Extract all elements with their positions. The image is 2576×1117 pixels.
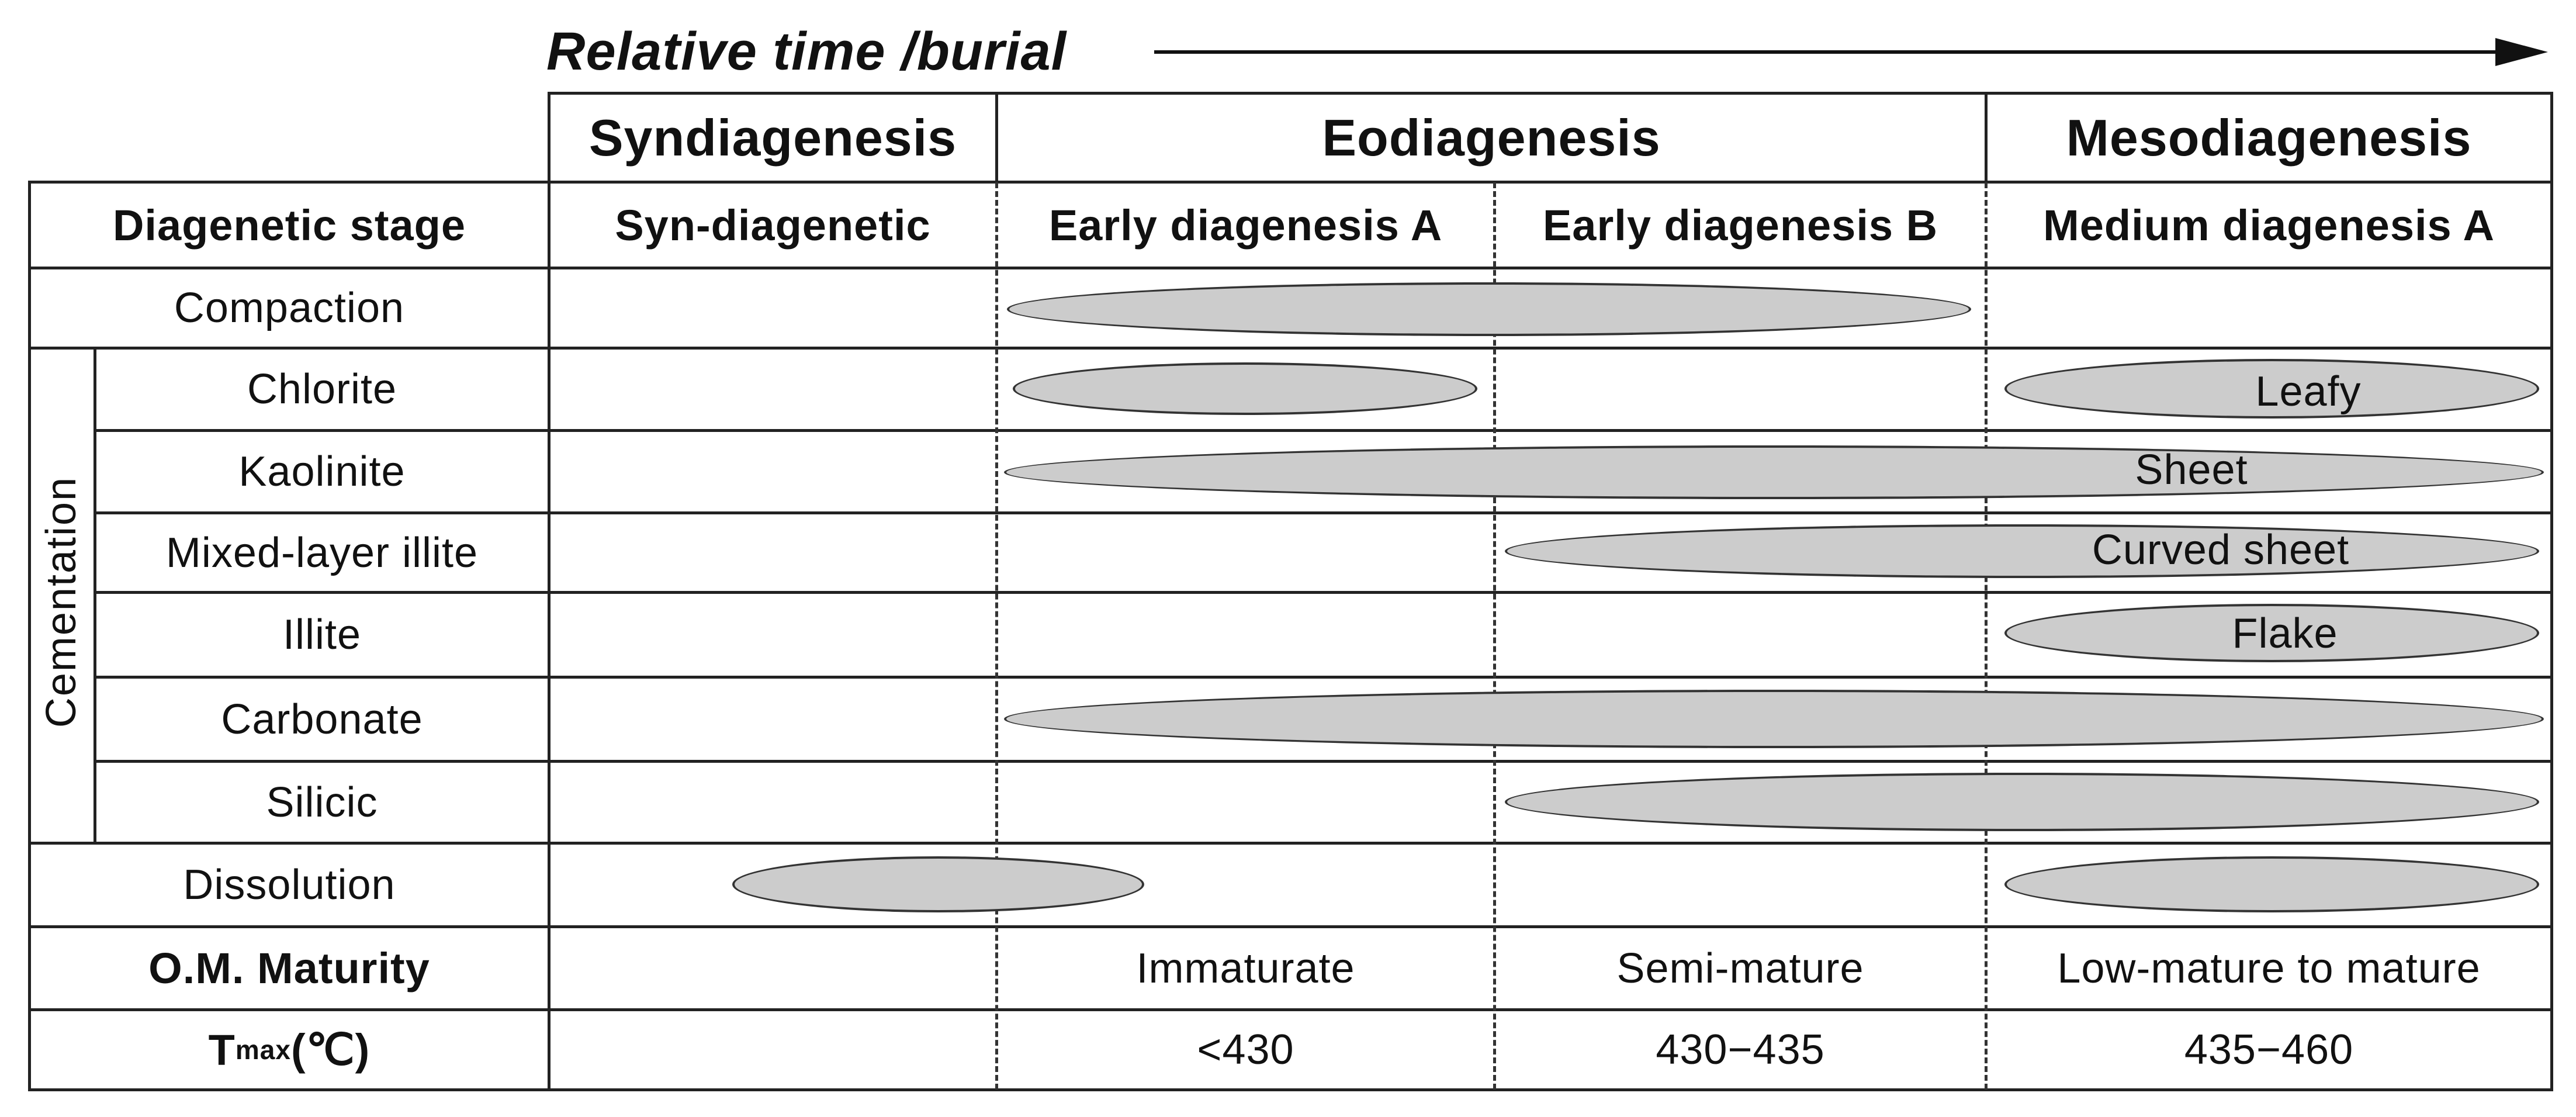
illite-range [2004,604,2539,662]
chlorite-range-early [1013,362,1477,415]
tmax-unit: (℃) [290,1025,371,1074]
row-label-kaolinite: Kaolinite [238,448,406,495]
dissolution-range-meso [2004,856,2539,912]
row-label-compaction: Compaction [174,285,405,331]
row-label-dissolution: Dissolution [183,862,396,908]
time-axis-title: Relative time /burial [546,22,1067,81]
stage-divider [995,182,998,1090]
row-label-chlorite: Chlorite [247,366,397,413]
row-label-silicic: Silicic [266,779,378,826]
maturity-early-b: Semi-mature [1616,945,1864,992]
silicic-range [1505,773,2539,831]
table-right-line [2550,92,2553,1091]
tmax-subscript: max [235,1035,291,1065]
mixed-illite-curved-label: Curved sheet [2092,527,2350,573]
phase-syndiagenesis: Syndiagenesis [588,108,957,167]
diagenetic-stage-label: Diagenetic stage [112,200,466,250]
row-line [28,347,2553,350]
time-arrow-head [2495,38,2548,66]
table-top-line [28,181,2553,184]
stage-medium-a: Medium diagenesis A [2043,200,2495,250]
row-line [28,925,2553,928]
maturity-early-a: Immaturate [1136,945,1355,992]
maturity-medium-a: Low-mature to mature [2057,945,2481,992]
table-bottom-line [28,1088,2553,1091]
row-label-illite: Illite [282,611,362,658]
row-line [95,760,2553,763]
chlorite-range-leafy [2004,359,2539,419]
stage-early-b: Early diagenesis B [1542,200,1938,250]
tmax-early-b: 430−435 [1656,1026,1825,1073]
phase-divider [995,92,998,181]
kaolinite-range [1004,445,2544,499]
table-left-line [28,181,31,1091]
tmax-early-a: <430 [1197,1026,1294,1073]
stage-syn-diagenetic: Syn-diagenetic [615,200,931,250]
stage-divider [1985,182,1988,1090]
time-arrow-shaft [1154,50,2498,54]
dissolution-range-syn [732,856,1144,912]
stage-early-a: Early diagenesis A [1048,200,1443,250]
row-line [95,676,2553,679]
tmax-symbol: T [208,1025,236,1074]
cementation-divider [94,347,96,845]
kaolinite-sheet-label: Sheet [2135,447,2248,493]
chlorite-leafy-label: Leafy [2255,368,2362,415]
row-line [95,511,2553,514]
stage-divider [1493,182,1496,1090]
row-label-maturity: O.M. Maturity [148,944,430,992]
row-line [28,842,2553,845]
row-line [28,267,2553,269]
row-group-cementation: Cementation [38,476,85,728]
row-line [28,1008,2553,1011]
phase-top-line [548,92,2553,95]
row-label-carbonate: Carbonate [221,696,423,743]
row-label-mixed-layer-illite: Mixed-layer illite [165,529,479,576]
phase-divider [1985,92,1988,181]
carbonate-range [1004,690,2544,748]
label-column-divider [548,92,550,1091]
phase-mesodiagenesis: Mesodiagenesis [2066,108,2472,167]
compaction-range [1007,282,1971,336]
row-line [95,429,2553,432]
mixed-illite-range [1505,524,2539,578]
row-line [95,591,2553,594]
illite-flake-label: Flake [2232,610,2338,657]
tmax-medium-a: 435−460 [2184,1026,2354,1073]
phase-eodiagenesis: Eodiagenesis [1322,108,1661,167]
